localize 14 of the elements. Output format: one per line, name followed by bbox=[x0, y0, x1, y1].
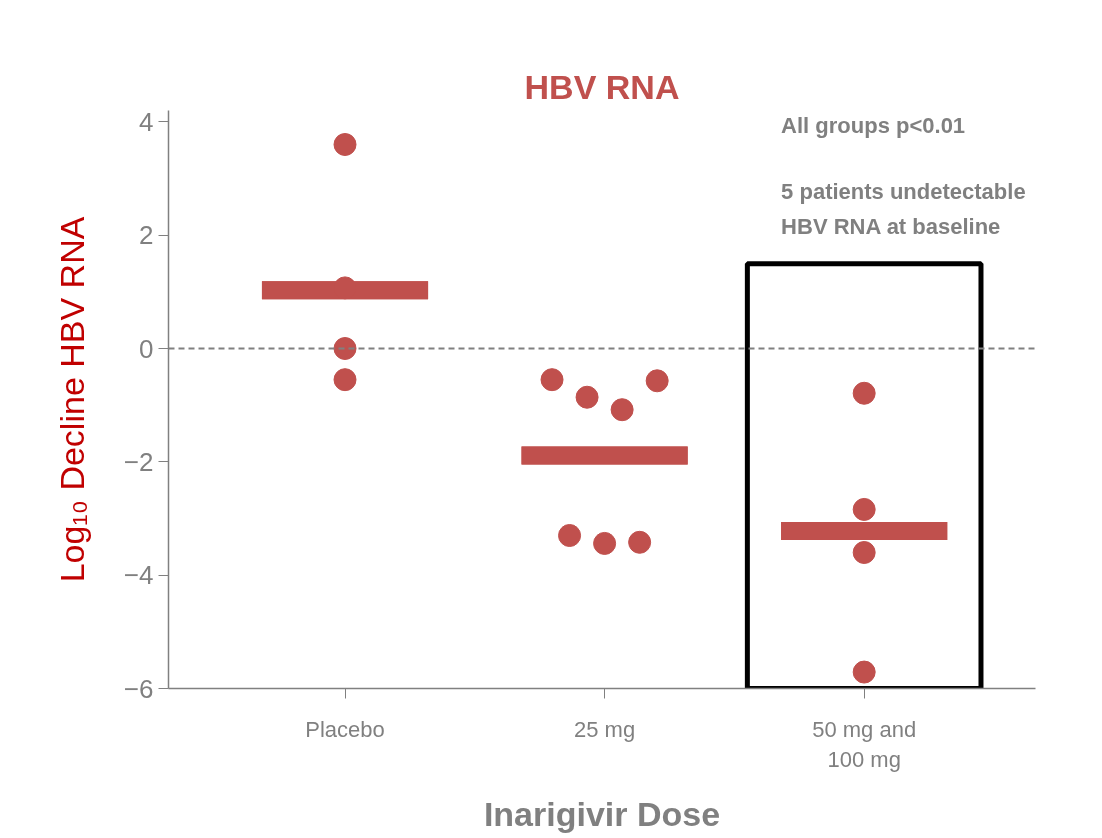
annotation: 5 patients undetectable HBV RNA at baseline bbox=[781, 178, 1026, 239]
chart-title: HBV RNA bbox=[524, 67, 680, 106]
y-tick-label: 2 bbox=[139, 220, 154, 251]
x-axis-title: Inarigivir Dose bbox=[483, 794, 721, 833]
y-tick-label: 4 bbox=[139, 106, 154, 137]
x-tick-label: 50 mg and 100 mg bbox=[812, 716, 917, 772]
y-tick-label: 0 bbox=[139, 333, 154, 364]
y-axis-title: Log₁₀ Decline HBV RNA bbox=[52, 216, 91, 583]
y-tick-label: −6 bbox=[123, 673, 154, 704]
annotation: All groups p<0.01 bbox=[781, 113, 966, 139]
y-tick-label: −2 bbox=[123, 446, 154, 477]
x-tick-label: Placebo bbox=[305, 716, 385, 742]
y-tick-label: −4 bbox=[123, 560, 154, 591]
x-tick-label: 25 mg bbox=[574, 716, 636, 742]
